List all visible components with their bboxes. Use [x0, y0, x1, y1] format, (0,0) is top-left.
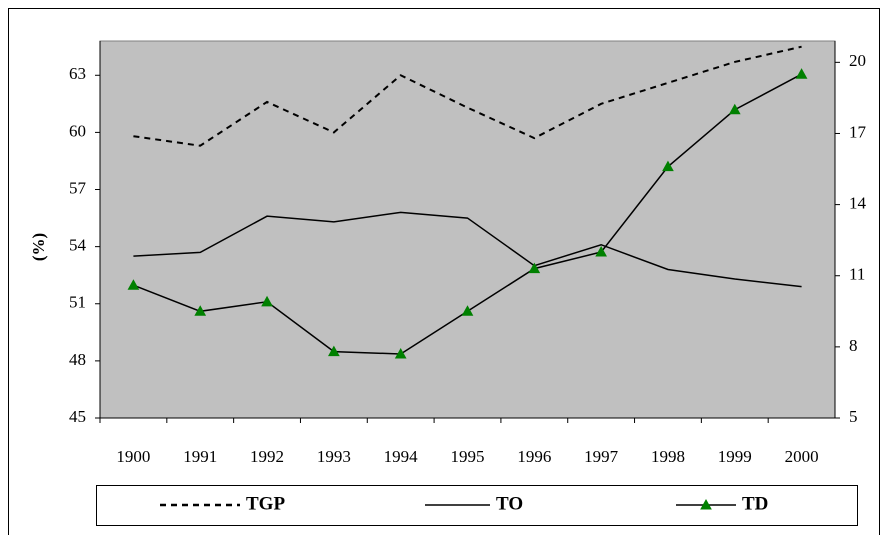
data-point	[261, 295, 273, 307]
legend-label: TO	[496, 493, 523, 514]
y2-tick-label: 14	[849, 194, 867, 213]
x-tick-label: 1993	[317, 447, 351, 466]
y-tick-label: 51	[69, 293, 86, 312]
y2-tick-label: 11	[849, 265, 865, 284]
legend-label: TD	[742, 493, 768, 514]
data-point	[662, 160, 674, 172]
y-tick-label: 57	[69, 178, 87, 197]
y2-tick-label: 5	[849, 407, 858, 426]
y2-tick-label: 20	[849, 51, 866, 70]
y2-tick-label: 8	[849, 336, 858, 355]
y-tick-label: 45	[69, 407, 86, 426]
x-tick-label: 1992	[250, 447, 284, 466]
x-tick-label: 1999	[718, 447, 752, 466]
series-line	[133, 211, 802, 288]
data-point	[194, 305, 207, 316]
y2-tick-label: 17	[849, 122, 867, 141]
data-point	[394, 347, 407, 359]
y-tick-label: 48	[69, 350, 86, 369]
x-tick-label: 2000	[785, 447, 819, 466]
data-point	[595, 245, 607, 257]
data-point	[528, 262, 541, 274]
plot-area	[99, 40, 836, 419]
y-tick-label: 63	[69, 64, 86, 83]
x-tick-label: 1995	[451, 447, 485, 466]
data-point	[127, 279, 140, 290]
data-point	[461, 305, 474, 316]
legend-label: TGP	[246, 493, 285, 514]
y-axis-label: (%)	[29, 233, 48, 261]
x-tick-label: 1998	[651, 447, 685, 466]
data-point	[795, 68, 808, 79]
x-tick-label: 1900	[116, 447, 150, 466]
x-tick-label: 1991	[183, 447, 217, 466]
y-tick-label: 60	[69, 121, 86, 140]
legend-marker	[700, 498, 712, 510]
x-tick-label: 1996	[517, 447, 551, 466]
x-tick-label: 1997	[584, 447, 619, 466]
data-point	[728, 103, 741, 115]
x-tick-label: 1994	[384, 447, 419, 466]
data-point	[328, 345, 340, 357]
y-tick-label: 54	[69, 236, 87, 255]
